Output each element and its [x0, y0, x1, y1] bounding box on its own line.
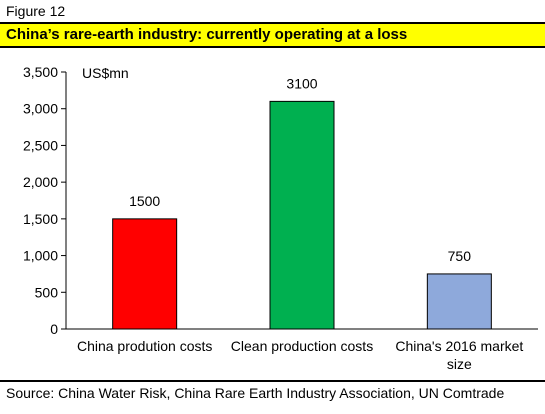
y-tick-label: 0	[50, 321, 58, 337]
bar-chart: US$mn 0 500 1,000 1,500 2,000 2,500 3,000 3,500…	[23, 64, 538, 372]
y-tick-label: 3,000	[23, 101, 58, 117]
x-tick-label: Clean production costs	[231, 338, 373, 354]
source-note: Source: China Water Risk, China Rare Ear…	[6, 385, 505, 401]
data-label: 750	[448, 248, 472, 264]
y-tick-label: 1,500	[23, 211, 58, 227]
x-tick-label: size	[447, 356, 472, 372]
x-tick-label: China prodution costs	[77, 338, 212, 354]
title-rule	[0, 46, 545, 48]
top-rule	[0, 22, 545, 24]
unit-label: US$mn	[82, 65, 129, 81]
figure-label: Figure 12	[6, 3, 66, 19]
y-tick-label: 2,500	[23, 137, 58, 153]
bar	[112, 218, 178, 330]
source-rule	[0, 380, 545, 382]
bar	[269, 100, 335, 330]
bar	[426, 273, 492, 330]
data-label: 3100	[286, 75, 317, 91]
y-tick-label: 2,000	[23, 174, 58, 190]
y-tick-label: 1,000	[23, 248, 58, 264]
y-tick-label: 500	[35, 284, 59, 300]
data-label: 1500	[129, 193, 160, 209]
chart-title: China’s rare-earth industry: currently o…	[0, 24, 545, 46]
bars	[112, 100, 492, 330]
x-tick-label: China's 2016 market	[395, 338, 523, 354]
data-labels: 1500 3100 750	[129, 75, 471, 264]
x-axis-labels: China prodution costs Clean production co…	[77, 338, 523, 372]
y-tick-label: 3,500	[23, 64, 58, 80]
